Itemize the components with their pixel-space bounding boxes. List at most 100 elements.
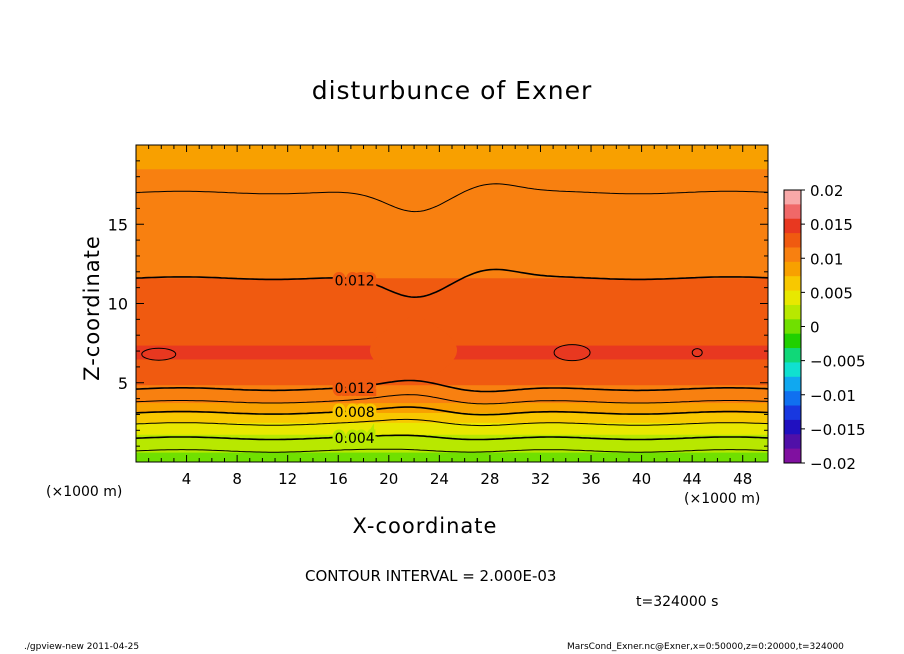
fill-band	[136, 231, 768, 235]
fill-band	[136, 404, 768, 408]
fill-band	[136, 247, 768, 251]
fill-band	[136, 360, 768, 364]
contour-label: 0.012	[335, 381, 375, 397]
colorbar-segment	[784, 405, 801, 421]
fill-core-gap	[369, 316, 458, 385]
x-tick-label: 20	[379, 470, 398, 488]
fill-band	[136, 267, 768, 271]
fill-band	[136, 392, 768, 396]
x-axis-label: X-coordinate	[352, 514, 498, 538]
colorbar-segment	[784, 362, 801, 378]
fill-band	[136, 158, 768, 162]
fill-band	[136, 148, 768, 152]
fill-band	[136, 291, 768, 295]
fill-band	[136, 433, 768, 437]
contour-line	[136, 418, 768, 427]
fill-band	[136, 362, 768, 366]
y-axis-label: Z-coordinate	[80, 235, 104, 381]
x-tick-label: 48	[733, 470, 752, 488]
fill-band	[136, 415, 768, 419]
fill-band	[136, 166, 768, 170]
maximum-region	[141, 347, 177, 361]
fill-band	[136, 423, 768, 427]
fill-band	[136, 445, 768, 449]
contour-label: 0.012	[335, 273, 375, 289]
fill-band	[136, 186, 768, 190]
fill-band	[136, 413, 768, 417]
fill-band	[136, 318, 768, 322]
fill-band	[136, 326, 768, 330]
contour-line	[136, 394, 768, 405]
fill-band	[136, 451, 768, 455]
maximum-region	[553, 344, 591, 362]
fill-band	[136, 178, 768, 182]
fill-band	[136, 324, 768, 328]
fill-band	[136, 172, 768, 176]
fill-band	[136, 227, 768, 231]
fill-band	[136, 253, 768, 257]
fill-band	[136, 455, 768, 459]
colorbar-tick-label: 0	[810, 319, 820, 337]
fill-band	[136, 168, 768, 172]
fill-band	[136, 213, 768, 217]
x-tick-label: 40	[632, 470, 651, 488]
fill-band	[136, 199, 768, 203]
fill-band	[136, 306, 768, 310]
fill-band	[136, 287, 768, 291]
fill-band	[136, 281, 768, 285]
fill-band	[136, 245, 768, 249]
x-tick-label: 28	[480, 470, 499, 488]
fill-band	[136, 205, 768, 209]
contour-label: 0.004	[335, 431, 375, 447]
fill-band	[136, 237, 768, 241]
x-tick-label: 12	[278, 470, 297, 488]
contour-line	[136, 183, 768, 213]
fill-band	[136, 408, 768, 411]
y-tick-label: 5	[118, 374, 128, 393]
fill-band	[136, 320, 768, 324]
fill-band	[136, 394, 768, 398]
fill-band	[136, 265, 768, 269]
fill-band	[136, 176, 768, 180]
fill-band	[136, 201, 768, 205]
fill-band	[136, 330, 768, 334]
fill-band	[136, 447, 768, 451]
fill-band	[136, 443, 768, 447]
fill-band	[136, 182, 768, 186]
fill-band	[136, 194, 768, 198]
fill-band	[136, 170, 768, 174]
contour-line	[136, 268, 768, 299]
fill-band	[136, 289, 768, 293]
fill-band	[136, 285, 768, 289]
colorbar-segment	[784, 290, 801, 306]
fill-band	[136, 419, 768, 423]
colorbar-tick-label: 0.005	[810, 284, 853, 302]
colorbar-tick-label: 0.02	[810, 182, 843, 200]
footer-right-text: MarsCond_Exner.nc@Exner,x=0:50000,z=0:20…	[567, 642, 844, 652]
colorbar-segment	[784, 218, 801, 234]
fill-band	[136, 449, 768, 453]
fill-band	[136, 269, 768, 273]
fill-band	[136, 257, 768, 261]
fill-band	[136, 439, 768, 443]
contour-line	[136, 406, 768, 416]
fill-band	[136, 233, 768, 237]
fill-band	[136, 209, 768, 213]
fill-band	[136, 293, 768, 297]
fill-band	[136, 184, 768, 188]
colorbar-segment	[784, 333, 801, 349]
fill-band	[136, 229, 768, 233]
fill-band	[136, 154, 768, 158]
fill-band	[136, 160, 768, 164]
fill-band	[136, 328, 768, 332]
fill-band	[136, 223, 768, 227]
fill-band	[136, 203, 768, 207]
fill-band	[136, 190, 768, 194]
y-tick-label: 10	[108, 295, 128, 314]
contour-line	[136, 448, 768, 453]
fill-band	[136, 372, 768, 376]
fill-band	[136, 197, 768, 201]
fill-band	[136, 332, 768, 336]
fill-band	[136, 304, 768, 308]
colorbar-segment	[784, 391, 801, 407]
